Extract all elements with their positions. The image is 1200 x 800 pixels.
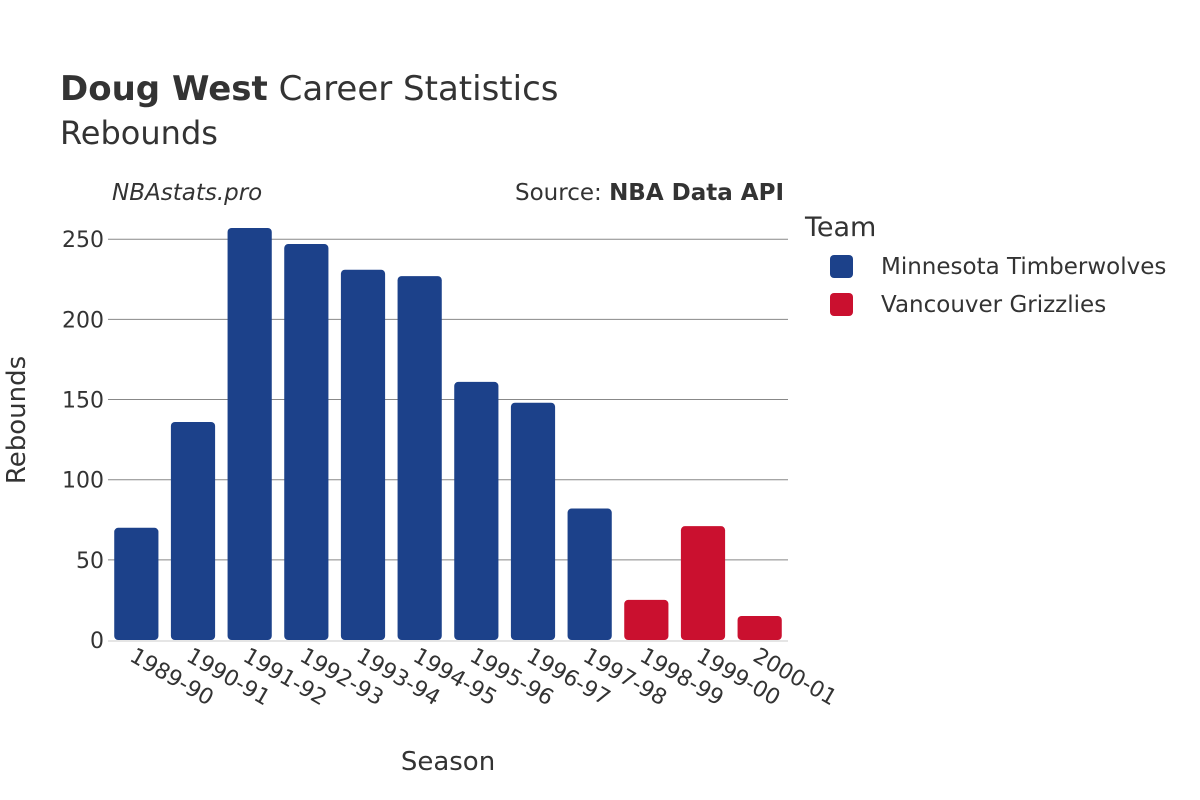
watermark-text: NBAstats.pro (112, 180, 262, 206)
legend-title: Team (804, 212, 876, 243)
y-tick-label: 150 (62, 389, 104, 414)
y-tick-label: 200 (62, 308, 104, 333)
bar-1993-94 (340, 269, 386, 640)
y-tick-label: 100 (62, 469, 104, 494)
bar-1998-99 (624, 599, 669, 640)
legend-item-label: Minnesota Timberwolves (881, 254, 1166, 280)
source-name: NBA Data API (609, 180, 784, 206)
y-axis-title: Rebounds (2, 356, 32, 484)
bar-1994-95 (397, 276, 442, 640)
chart-title-player: Doug West (60, 69, 268, 109)
chart-title: Doug West Career Statistics (60, 69, 558, 109)
bar-2000-01 (737, 615, 782, 640)
x-axis-ticks: 1989-901990-911991-921992-931993-941994-… (125, 644, 840, 712)
y-tick-label: 50 (76, 549, 104, 574)
y-axis-ticks: 0 50 100 150 200 250 (62, 228, 104, 654)
bar-1992-93 (284, 244, 329, 640)
bar-1991-92 (227, 228, 272, 641)
bar-1990-91 (170, 421, 216, 640)
bars (114, 228, 782, 641)
gridlines (108, 238, 788, 561)
y-tick-label: 0 (90, 629, 104, 654)
bar-1989-90 (114, 527, 159, 640)
legend-swatch (830, 255, 853, 278)
legend-swatch (830, 293, 853, 316)
bar-1997-98 (567, 508, 612, 640)
legend: Team Minnesota Timberwolves Vancouver Gri… (804, 212, 1166, 318)
legend-item-label: Vancouver Grizzlies (881, 292, 1106, 318)
bar-1999-00 (680, 526, 726, 640)
source-prefix: Source: (515, 180, 609, 206)
y-tick-label: 250 (62, 228, 104, 253)
x-axis-title: Season (401, 747, 495, 777)
bar-1996-97 (510, 402, 556, 640)
source-text: Source: NBA Data API (515, 180, 784, 206)
chart-subtitle: Rebounds (60, 114, 218, 152)
bar-1995-96 (454, 381, 499, 640)
chart-title-rest: Career Statistics (268, 69, 559, 109)
